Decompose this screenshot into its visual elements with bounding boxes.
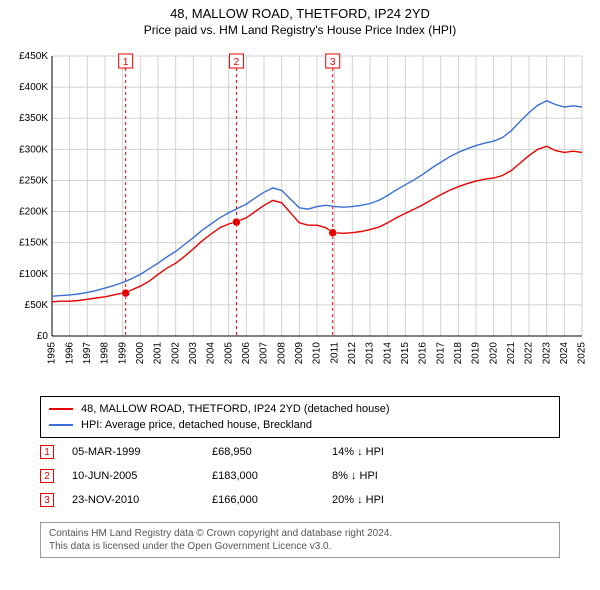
svg-text:1998: 1998 [100,342,111,365]
svg-text:2015: 2015 [400,342,411,365]
event-diff: 8% ↓ HPI [332,470,452,482]
svg-text:1: 1 [123,57,129,68]
legend-row: HPI: Average price, detached house, Brec… [49,417,551,433]
svg-text:2006: 2006 [241,342,252,365]
chart-container: £0 £50K £100K £150K £200K £250K £300K £350K £400… [10,46,590,386]
legend-swatch [49,424,73,426]
svg-text:£0: £0 [37,331,49,342]
svg-text:2003: 2003 [188,342,199,365]
svg-text:2: 2 [234,57,240,68]
svg-text:2010: 2010 [312,342,323,365]
svg-text:2005: 2005 [223,342,234,365]
event-marker: 1 [40,445,54,459]
svg-text:2008: 2008 [276,342,287,365]
svg-text:£450K: £450K [19,51,48,62]
svg-text:2001: 2001 [153,342,164,365]
legend-row: 48, MALLOW ROAD, THETFORD, IP24 2YD (det… [49,401,551,417]
svg-text:£150K: £150K [19,238,48,249]
svg-text:2011: 2011 [329,342,340,364]
svg-text:2002: 2002 [170,342,181,365]
svg-text:1995: 1995 [47,342,58,365]
svg-text:2018: 2018 [453,342,464,365]
event-date: 05-MAR-1999 [72,446,212,458]
event-price: £68,950 [212,446,332,458]
svg-text:1996: 1996 [64,342,75,365]
svg-text:2024: 2024 [559,342,570,365]
svg-text:2019: 2019 [471,342,482,365]
title-block: 48, MALLOW ROAD, THETFORD, IP24 2YD Pric… [0,0,600,39]
svg-text:2007: 2007 [259,342,270,365]
svg-text:2012: 2012 [347,342,358,365]
svg-text:2016: 2016 [418,342,429,365]
svg-text:£300K: £300K [19,144,48,155]
svg-text:2020: 2020 [488,342,499,365]
legend-swatch [49,408,73,410]
svg-text:3: 3 [330,57,336,68]
svg-text:2023: 2023 [541,342,552,365]
legend-label: HPI: Average price, detached house, Brec… [81,419,312,431]
svg-text:2022: 2022 [524,342,535,365]
svg-text:2004: 2004 [206,342,217,365]
svg-text:£250K: £250K [19,175,48,186]
svg-text:£100K: £100K [19,269,48,280]
event-marker: 3 [40,493,54,507]
svg-text:2014: 2014 [382,342,393,365]
svg-text:1997: 1997 [82,342,93,365]
event-diff: 14% ↓ HPI [332,446,452,458]
event-row: 1 05-MAR-1999£68,95014% ↓ HPI [40,440,560,464]
event-price: £183,000 [212,470,332,482]
footer-line: This data is licensed under the Open Gov… [49,540,551,553]
event-row: 3 23-NOV-2010£166,00020% ↓ HPI [40,488,560,512]
legend: 48, MALLOW ROAD, THETFORD, IP24 2YD (det… [40,396,560,438]
svg-text:2021: 2021 [506,342,517,365]
svg-text:£200K: £200K [19,207,48,218]
attribution-footer: Contains HM Land Registry data © Crown c… [40,522,560,558]
price-chart: £0 £50K £100K £150K £200K £250K £300K £350K £400… [10,46,590,386]
footer-line: Contains HM Land Registry data © Crown c… [49,527,551,540]
svg-text:2013: 2013 [365,342,376,365]
svg-text:£50K: £50K [25,300,49,311]
svg-text:2025: 2025 [577,342,588,365]
page-title: 48, MALLOW ROAD, THETFORD, IP24 2YD [0,6,600,21]
event-diff: 20% ↓ HPI [332,494,452,506]
event-row: 2 10-JUN-2005£183,0008% ↓ HPI [40,464,560,488]
svg-text:1999: 1999 [117,342,128,365]
svg-text:£400K: £400K [19,82,48,93]
event-date: 10-JUN-2005 [72,470,212,482]
svg-text:2017: 2017 [435,342,446,365]
svg-text:£350K: £350K [19,113,48,124]
legend-label: 48, MALLOW ROAD, THETFORD, IP24 2YD (det… [81,403,390,415]
events-table: 1 05-MAR-1999£68,95014% ↓ HPI 2 10-JUN-2005… [40,440,560,512]
event-date: 23-NOV-2010 [72,494,212,506]
event-marker: 2 [40,469,54,483]
page-subtitle: Price paid vs. HM Land Registry's House … [0,23,600,37]
svg-text:2009: 2009 [294,342,305,365]
event-price: £166,000 [212,494,332,506]
svg-text:2000: 2000 [135,342,146,365]
